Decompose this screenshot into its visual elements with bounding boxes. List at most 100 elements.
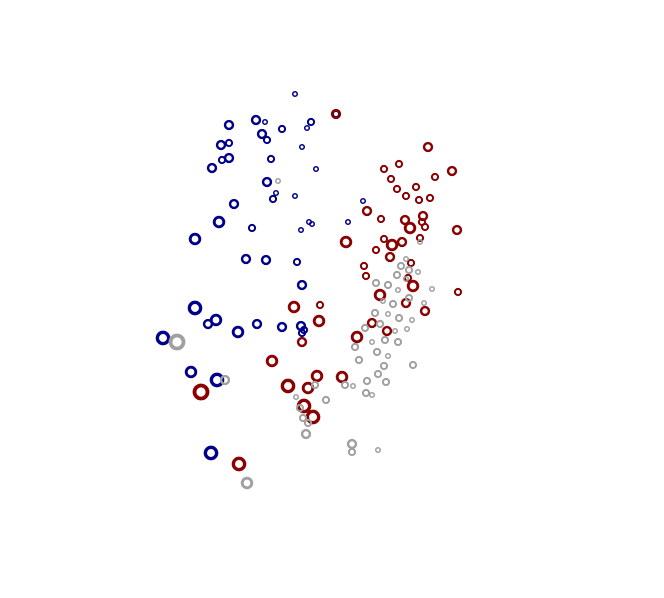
scatter-point-series-0-34 — [296, 279, 308, 291]
scatter-point-series-2-13 — [388, 299, 398, 309]
scatter-point-series-0-3 — [261, 118, 269, 126]
scatter-point-series-2-21 — [360, 323, 370, 333]
scatter-point-series-2-42 — [310, 380, 320, 390]
scatter-point-series-1-23 — [415, 233, 425, 243]
scatter-point-series-1-24 — [339, 235, 353, 249]
scatter-point-series-0-9 — [262, 135, 272, 145]
scatter-point-series-2-49 — [347, 447, 357, 457]
scatter-point-series-2-51 — [240, 476, 254, 490]
scatter-point-series-2-38 — [361, 388, 371, 398]
scatter-point-series-2-18 — [394, 313, 404, 323]
scatter-point-series-1-9 — [401, 191, 411, 201]
scatter-point-series-0-12 — [298, 143, 306, 151]
scatter-point-series-2-5 — [414, 268, 422, 276]
scatter-point-series-1-13 — [376, 214, 386, 224]
scatter-point-series-0-6 — [306, 117, 316, 127]
scatter-point-series-1-0 — [330, 108, 342, 120]
scatter-point-series-2-37 — [349, 382, 357, 390]
scatter-point-series-0-33 — [292, 257, 302, 267]
scatter-point-series-1-25 — [371, 245, 381, 255]
scatter-point-series-0-13 — [223, 152, 235, 164]
scatter-point-series-2-2 — [402, 255, 410, 263]
scatter-point-series-1-31 — [406, 279, 420, 293]
scatter-point-series-1-42 — [350, 330, 364, 344]
scatter-point-series-0-8 — [256, 128, 268, 140]
scatter-point-series-0-31 — [240, 253, 252, 265]
scatter-point-series-2-4 — [404, 265, 414, 275]
scatter-point-series-1-18 — [420, 222, 430, 232]
scatter-point-series-0-25 — [247, 223, 257, 233]
scatter-point-series-0-5 — [277, 124, 287, 134]
scatter-point-series-0-0 — [291, 90, 299, 98]
scatter-point-series-0-44 — [155, 330, 171, 346]
scatter-point-series-0-15 — [206, 162, 218, 174]
scatter-point-series-2-33 — [373, 369, 383, 379]
scatter-point-series-2-6 — [392, 270, 402, 280]
scatter-point-series-1-5 — [430, 172, 440, 182]
scatter-point-series-0-4 — [223, 119, 235, 131]
scatter-point-series-2-24 — [380, 335, 390, 345]
scatter-point-series-0-14 — [217, 155, 227, 165]
scatter-point-series-2-43 — [321, 395, 331, 405]
scatter-point-series-1-10 — [425, 193, 435, 203]
scatter-point-series-0-47 — [203, 445, 219, 461]
scatter-point-series-2-3 — [396, 261, 406, 271]
scatter-point-series-0-21 — [228, 198, 240, 210]
scatter-point-series-0-32 — [260, 254, 272, 266]
scatter-point-series-0-11 — [224, 138, 234, 148]
scatter-point-series-1-22 — [396, 236, 408, 248]
scatter-point-series-2-26 — [393, 337, 403, 347]
scatter-point-series-1-35 — [453, 287, 463, 297]
scatter-point-series-2-10 — [394, 286, 402, 294]
scatter-point-series-2-25 — [368, 338, 376, 346]
scatter-point-series-1-28 — [359, 261, 369, 271]
scatter-point-series-2-17 — [384, 310, 392, 318]
scatter-point-series-2-22 — [391, 327, 399, 335]
scatter-point-series-2-11 — [404, 293, 414, 303]
scatter-point-series-2-45 — [298, 413, 308, 423]
scatter-point-series-2-7 — [402, 275, 410, 283]
scatter-point-series-0-19 — [272, 189, 280, 197]
scatter-point-series-1-6 — [386, 174, 396, 184]
scatter-point-series-2-8 — [371, 278, 381, 288]
scatter-point-series-2-41 — [219, 374, 231, 386]
scatter-point-series-2-30 — [354, 355, 364, 365]
scatter-point-series-2-12 — [379, 297, 387, 305]
scatter-point-series-2-27 — [350, 342, 360, 352]
scatter-point-series-1-21 — [385, 238, 399, 252]
plot-area — [155, 90, 463, 490]
scatter-point-series-2-48 — [346, 438, 358, 450]
scatter-point-series-2-47 — [300, 428, 312, 440]
scatter-point-series-1-40 — [366, 317, 378, 329]
scatter-point-series-0-37 — [202, 318, 214, 330]
scatter-point-series-1-41 — [381, 325, 393, 337]
scatter-point-series-2-39 — [368, 391, 376, 399]
scatter-point-series-1-17 — [403, 221, 417, 235]
scatter-point-series-1-38 — [312, 314, 326, 328]
scatter-point-series-0-29 — [188, 232, 202, 246]
scatter-point-series-0-27 — [308, 220, 316, 228]
scatter-point-series-1-37 — [287, 300, 301, 314]
scatter-point-series-1-4 — [446, 165, 458, 177]
scatter-point-series-0-46 — [209, 372, 225, 388]
scatter-point-series-2-20 — [375, 319, 385, 329]
scatter-point-series-2-34 — [362, 376, 372, 386]
scatter-point-series-1-1 — [422, 141, 434, 153]
scatter-point-series-1-39 — [296, 336, 308, 348]
scatter-point-series-2-32 — [408, 360, 418, 370]
scatter-point-series-0-43 — [299, 325, 309, 335]
scatter-point-series-0-16 — [266, 154, 276, 164]
scatter-point-series-1-11 — [414, 195, 424, 205]
scatter-point-series-1-8 — [411, 182, 421, 192]
scatter-point-series-2-23 — [403, 325, 411, 333]
scatter-point-series-1-12 — [361, 205, 373, 217]
scatter-point-series-1-30 — [361, 271, 371, 281]
scatter-point-series-0-18 — [261, 176, 273, 188]
scatter-point-series-1-49 — [296, 398, 312, 414]
scatter-point-series-1-26 — [384, 251, 396, 263]
scatter-point-series-1-3 — [394, 159, 404, 169]
scatter-point-series-2-0 — [274, 177, 282, 185]
scatter-point-series-2-16 — [370, 308, 380, 318]
scatter-point-series-1-2 — [379, 164, 389, 174]
